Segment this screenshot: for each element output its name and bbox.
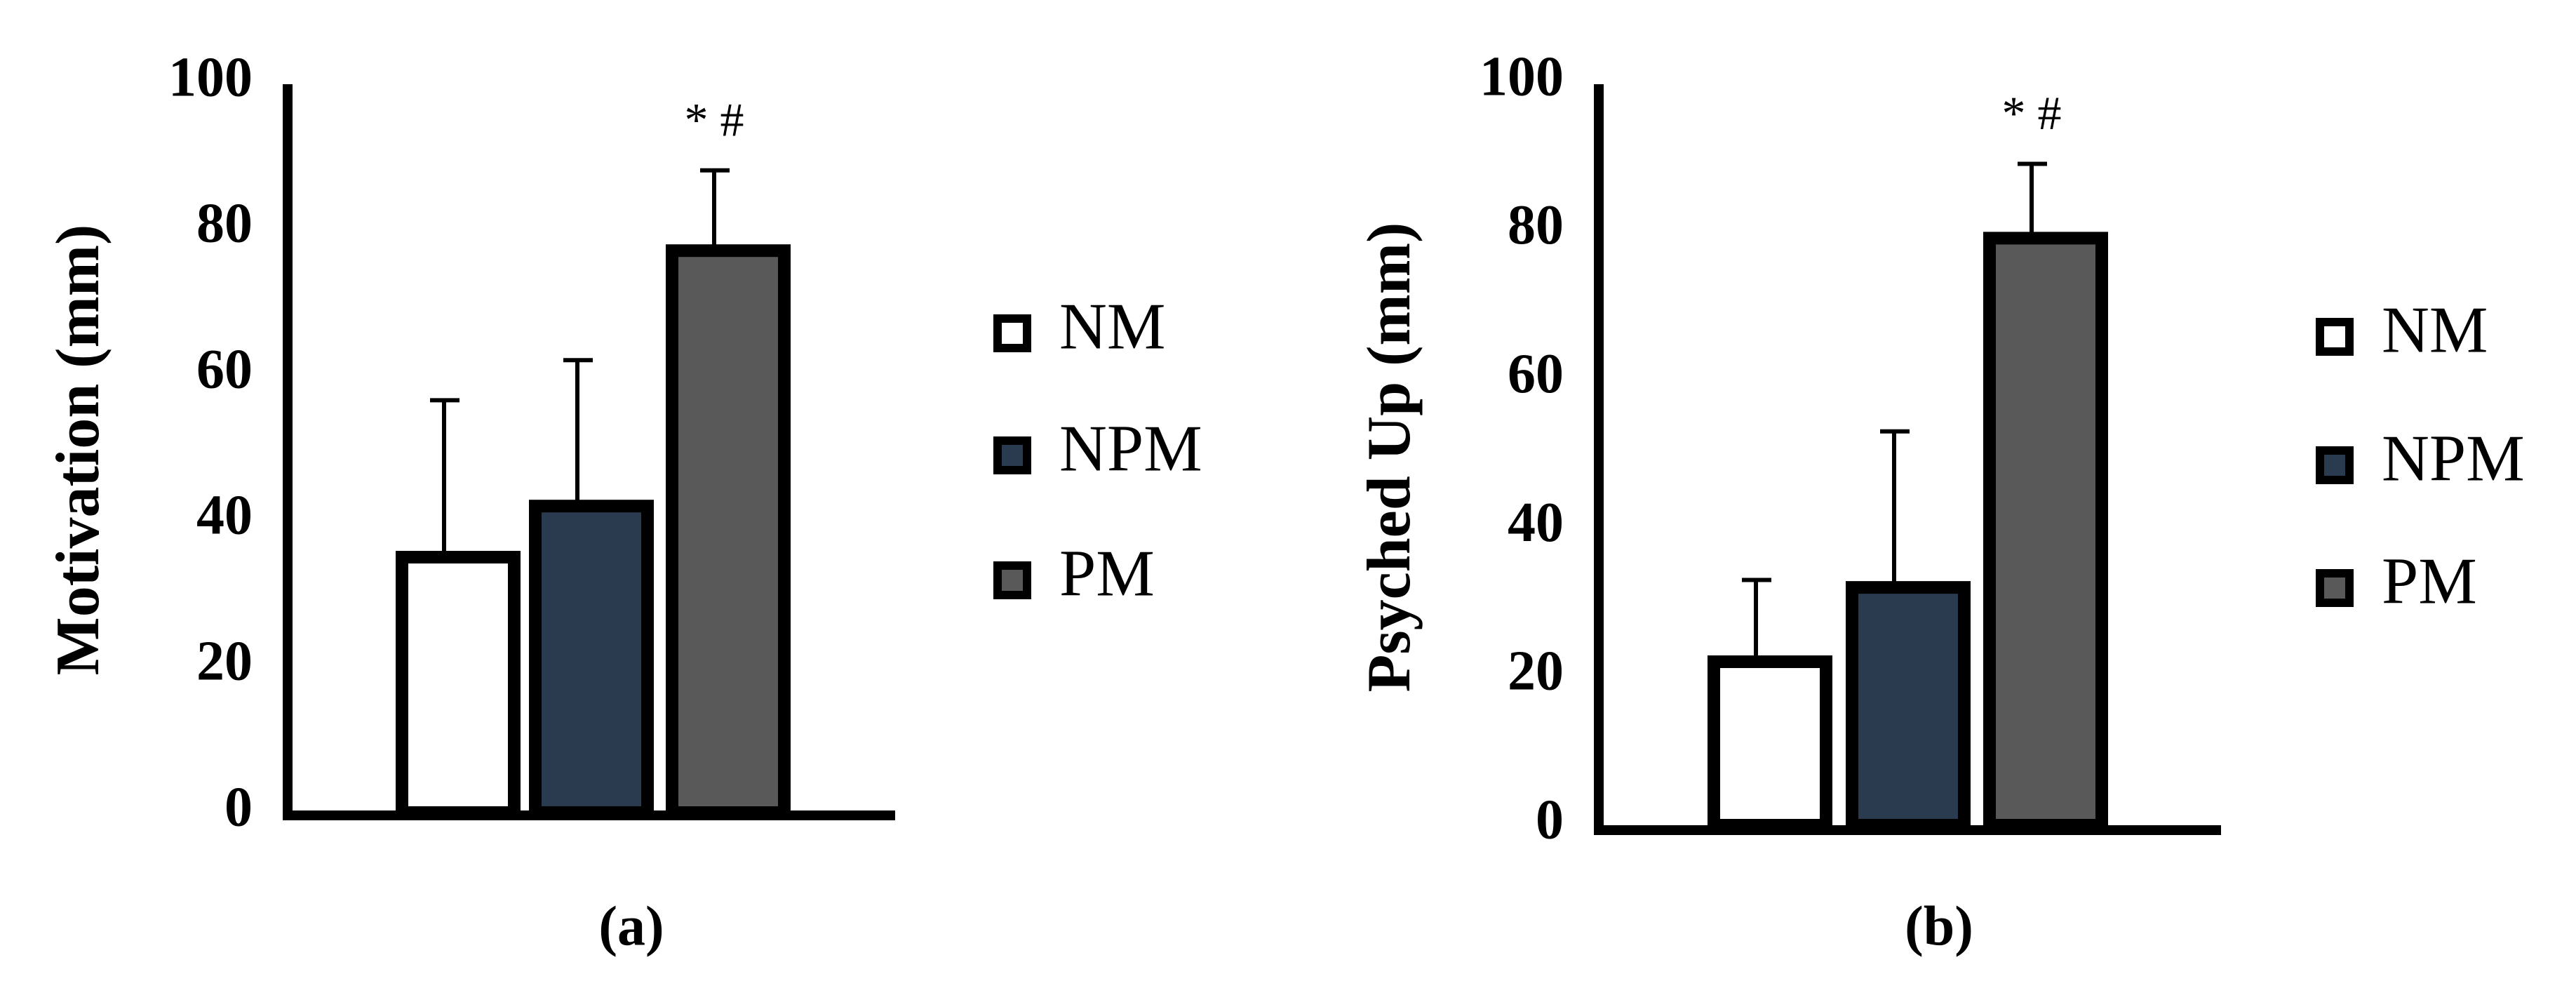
- y-tick-label: 0: [1536, 789, 1564, 850]
- y-tick-label: 0: [224, 776, 253, 838]
- bar: [396, 551, 521, 819]
- legend-swatch: [993, 314, 1031, 352]
- y-axis-label: Psyched Up (mm): [1355, 222, 1423, 693]
- bar: [1846, 581, 1971, 832]
- legend-label: NPM: [1059, 413, 1202, 486]
- y-tick-label: 20: [196, 630, 253, 692]
- bar: [529, 500, 654, 819]
- legend-swatch: [993, 561, 1031, 599]
- significance-annotation: * #: [685, 93, 744, 146]
- legend-swatch: [993, 436, 1031, 474]
- legend-label: NM: [1059, 291, 1165, 363]
- legend-label: PM: [1059, 538, 1155, 610]
- legend-swatch: [2316, 318, 2354, 356]
- y-tick-label: 100: [1480, 46, 1564, 107]
- bar: [666, 244, 791, 819]
- y-tick-label: 40: [196, 484, 253, 546]
- legend-label: NPM: [2382, 422, 2525, 495]
- legend-swatch: [2316, 569, 2354, 607]
- bar: [1708, 655, 1832, 832]
- legend-label: PM: [2382, 545, 2477, 618]
- legend-swatch: [2316, 446, 2354, 484]
- y-tick-label: 100: [168, 46, 253, 108]
- panel-caption: (a): [598, 895, 664, 957]
- y-tick-label: 80: [1508, 194, 1564, 256]
- legend-label: NM: [2382, 294, 2488, 367]
- y-tick-label: 20: [1508, 641, 1564, 702]
- significance-annotation: * #: [2002, 86, 2062, 140]
- y-axis-label: Motivation (mm): [44, 225, 112, 676]
- panel-caption: (b): [1905, 895, 1973, 957]
- y-tick-label: 40: [1508, 492, 1564, 554]
- bar: [1983, 232, 2108, 832]
- y-tick-label: 80: [196, 192, 253, 254]
- y-tick-label: 60: [196, 338, 253, 400]
- y-tick-label: 60: [1508, 343, 1564, 405]
